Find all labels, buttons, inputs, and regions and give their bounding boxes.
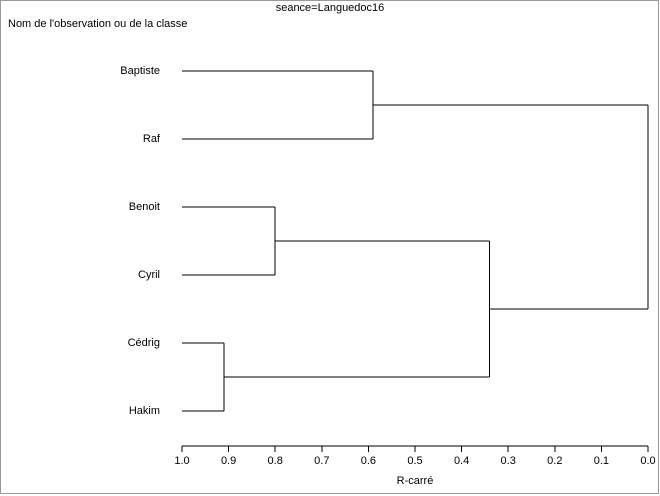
- x-tick-label: 0.8: [268, 455, 283, 467]
- leaf-label: Raf: [143, 133, 161, 145]
- x-axis-label: R-carré: [397, 475, 434, 487]
- x-tick-label: 0.4: [454, 455, 469, 467]
- x-tick-label: 0.3: [501, 455, 516, 467]
- chart-title: seance=Languedoc16: [276, 2, 385, 14]
- x-tick-label: 0.2: [547, 455, 562, 467]
- x-tick-label: 1.0: [174, 455, 189, 467]
- x-tick-label: 0.6: [361, 455, 376, 467]
- y-axis-label: Nom de l'observation ou de la classe: [8, 18, 187, 30]
- x-tick-label: 0.7: [314, 455, 329, 467]
- leaf-label: Hakim: [129, 405, 160, 417]
- x-tick-label: 0.0: [640, 455, 655, 467]
- leaf-label: Benoit: [129, 201, 160, 213]
- leaf-label: Cédrig: [128, 337, 160, 349]
- x-tick-label: 0.1: [594, 455, 609, 467]
- leaf-label: Cyril: [138, 269, 160, 281]
- x-tick-label: 0.5: [407, 455, 422, 467]
- x-tick-label: 0.9: [221, 455, 236, 467]
- leaf-label: Baptiste: [120, 65, 160, 77]
